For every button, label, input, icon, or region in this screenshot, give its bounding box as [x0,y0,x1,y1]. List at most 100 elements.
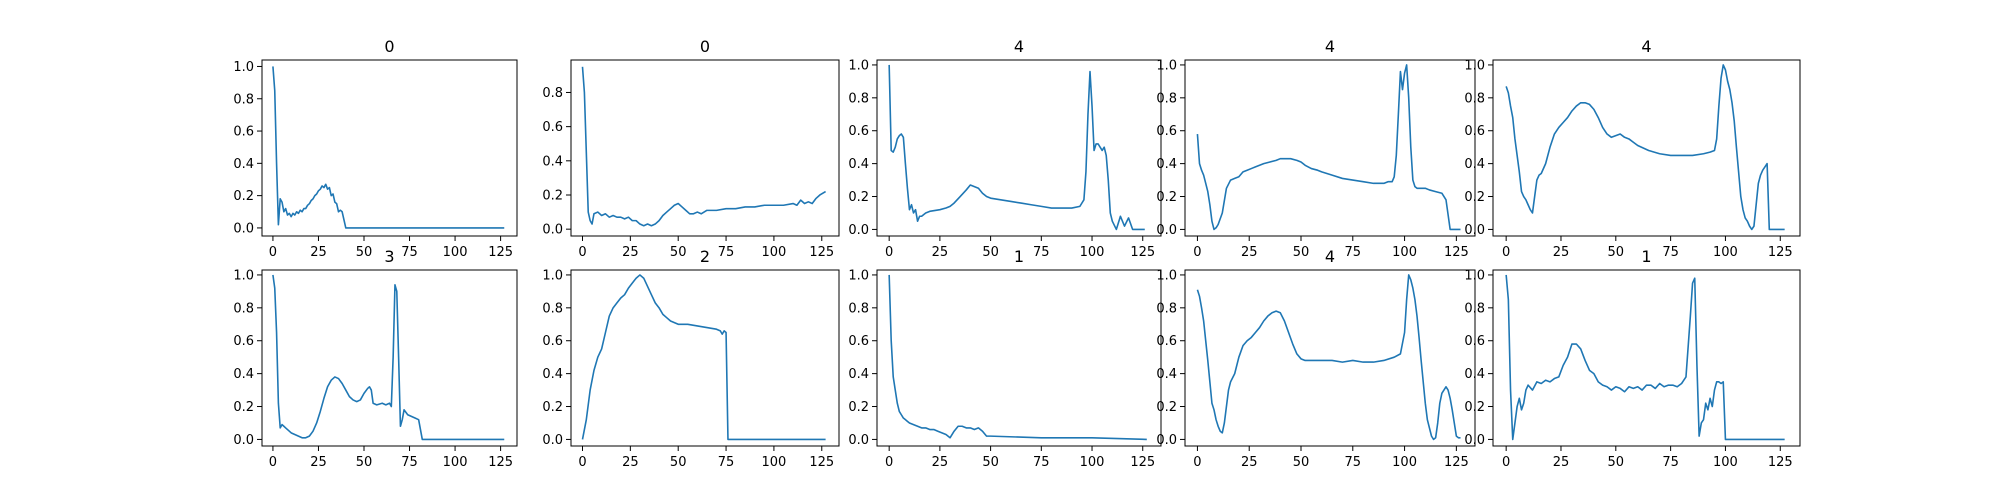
y-tick-label: 0.4 [1156,367,1177,382]
y-tick-label: 0.6 [1464,334,1485,349]
y-tick-label: 0.4 [1464,367,1485,382]
y-tick-label: 0.2 [848,190,869,205]
y-tick-label: 0.2 [848,400,869,415]
x-tick-label: 100 [1392,455,1417,470]
axes-frame [570,59,840,237]
x-tick-label: 100 [1713,245,1738,260]
series-line [272,274,505,441]
series-line [888,274,1147,441]
y-tick-label: 0.2 [542,400,563,415]
x-tick-label: 25 [1241,245,1258,260]
y-tick-label: 0.4 [233,157,254,172]
series-line [1505,274,1785,441]
x-tick-label: 0 [578,245,586,260]
x-tick-label: 75 [718,245,735,260]
axes-frame [1492,269,1801,447]
y-tick-label: 0.6 [233,125,254,140]
x-tick-label: 25 [622,455,639,470]
x-tick-label: 75 [1662,245,1679,260]
x-tick-label: 25 [932,245,949,260]
subplot-10: 1 0 25 50 75 100 125 0.0 0.2 0.4 0.6 0.8 1.0 [1464,247,1801,470]
y-tick-label: 0.4 [848,157,869,172]
y-tick-label: 0.8 [233,301,254,316]
series-line [1196,274,1461,441]
x-tick-label: 125 [488,455,513,470]
x-tick-label: 125 [488,245,513,260]
y-tick-label: 0.0 [1464,223,1485,238]
y-tick-label: 0.8 [1156,91,1177,106]
y-tick-label: 0.6 [233,334,254,349]
y-tick-label: 0.6 [542,334,563,349]
y-tick-label: 1.0 [848,268,869,283]
x-tick-label: 50 [1608,455,1625,470]
series-line [581,66,827,227]
y-tick-label: 1.0 [1156,58,1177,73]
y-tick-label: 0.8 [233,92,254,107]
y-tick-label: 0.4 [1464,157,1485,172]
y-tick-label: 0.0 [542,433,563,448]
y-tick-label: 0.0 [233,433,254,448]
y-tick-label: 1.0 [1464,268,1485,283]
y-tick-label: 0.4 [848,367,869,382]
y-tick-label: 0.8 [848,91,869,106]
y-tick-label: 0.0 [542,223,563,238]
x-tick-label: 100 [1713,455,1738,470]
series-line [1196,64,1461,231]
y-tick-label: 0.4 [233,367,254,382]
x-tick-label: 0 [885,245,893,260]
y-tick-label: 0.8 [848,301,869,316]
x-tick-label: 0 [1193,245,1201,260]
subplot-title: 2 [700,247,710,266]
subplot-title: 0 [384,37,394,56]
x-tick-label: 25 [1241,455,1258,470]
x-tick-label: 100 [443,455,468,470]
y-tick-label: 1.0 [1464,58,1485,73]
x-tick-label: 75 [1345,455,1362,470]
x-tick-label: 0 [578,455,586,470]
y-tick-label: 0.8 [542,86,563,101]
x-tick-label: 100 [1080,245,1105,260]
y-tick-label: 0.6 [1156,124,1177,139]
y-tick-label: 0.6 [1464,124,1485,139]
y-tick-label: 0.6 [848,334,869,349]
y-tick-label: 1.0 [233,60,254,75]
subplot-title: 4 [1641,37,1651,56]
y-tick-label: 0.4 [542,154,563,169]
y-tick-label: 0.6 [1156,334,1177,349]
y-tick-label: 0.0 [1464,433,1485,448]
x-tick-label: 125 [1444,455,1469,470]
x-tick-label: 25 [310,455,327,470]
x-tick-label: 100 [443,245,468,260]
y-tick-label: 0.8 [1156,301,1177,316]
x-tick-label: 125 [809,245,834,260]
subplot-title: 3 [384,247,394,266]
x-tick-label: 75 [1662,455,1679,470]
x-tick-label: 50 [670,455,687,470]
subplot-4: 4 0 25 50 75 100 125 0.0 0.2 0.4 0.6 0.8 1.0 [1156,37,1476,260]
subplot-title: 1 [1641,247,1651,266]
y-tick-label: 0.0 [848,223,869,238]
x-tick-label: 0 [885,455,893,470]
series-line [1505,64,1785,231]
subplot-title: 0 [700,37,710,56]
subplot-title: 4 [1325,247,1335,266]
y-tick-label: 0.8 [542,301,563,316]
x-tick-label: 50 [1608,245,1625,260]
y-tick-label: 0.2 [1156,190,1177,205]
x-tick-label: 75 [1033,455,1050,470]
x-tick-label: 50 [1293,455,1310,470]
x-tick-label: 75 [401,245,418,260]
x-tick-label: 75 [718,455,735,470]
y-tick-label: 0.2 [542,188,563,203]
x-tick-label: 25 [932,455,949,470]
x-tick-label: 50 [356,245,373,260]
axes-frame [876,269,1162,447]
y-tick-label: 1.0 [542,268,563,283]
x-tick-label: 50 [1293,245,1310,260]
axes-frame [876,59,1162,237]
x-tick-label: 125 [1768,455,1793,470]
subplot-title: 4 [1014,37,1024,56]
y-tick-label: 0.8 [1464,91,1485,106]
x-tick-label: 25 [1553,245,1570,260]
axes-frame [261,59,518,237]
